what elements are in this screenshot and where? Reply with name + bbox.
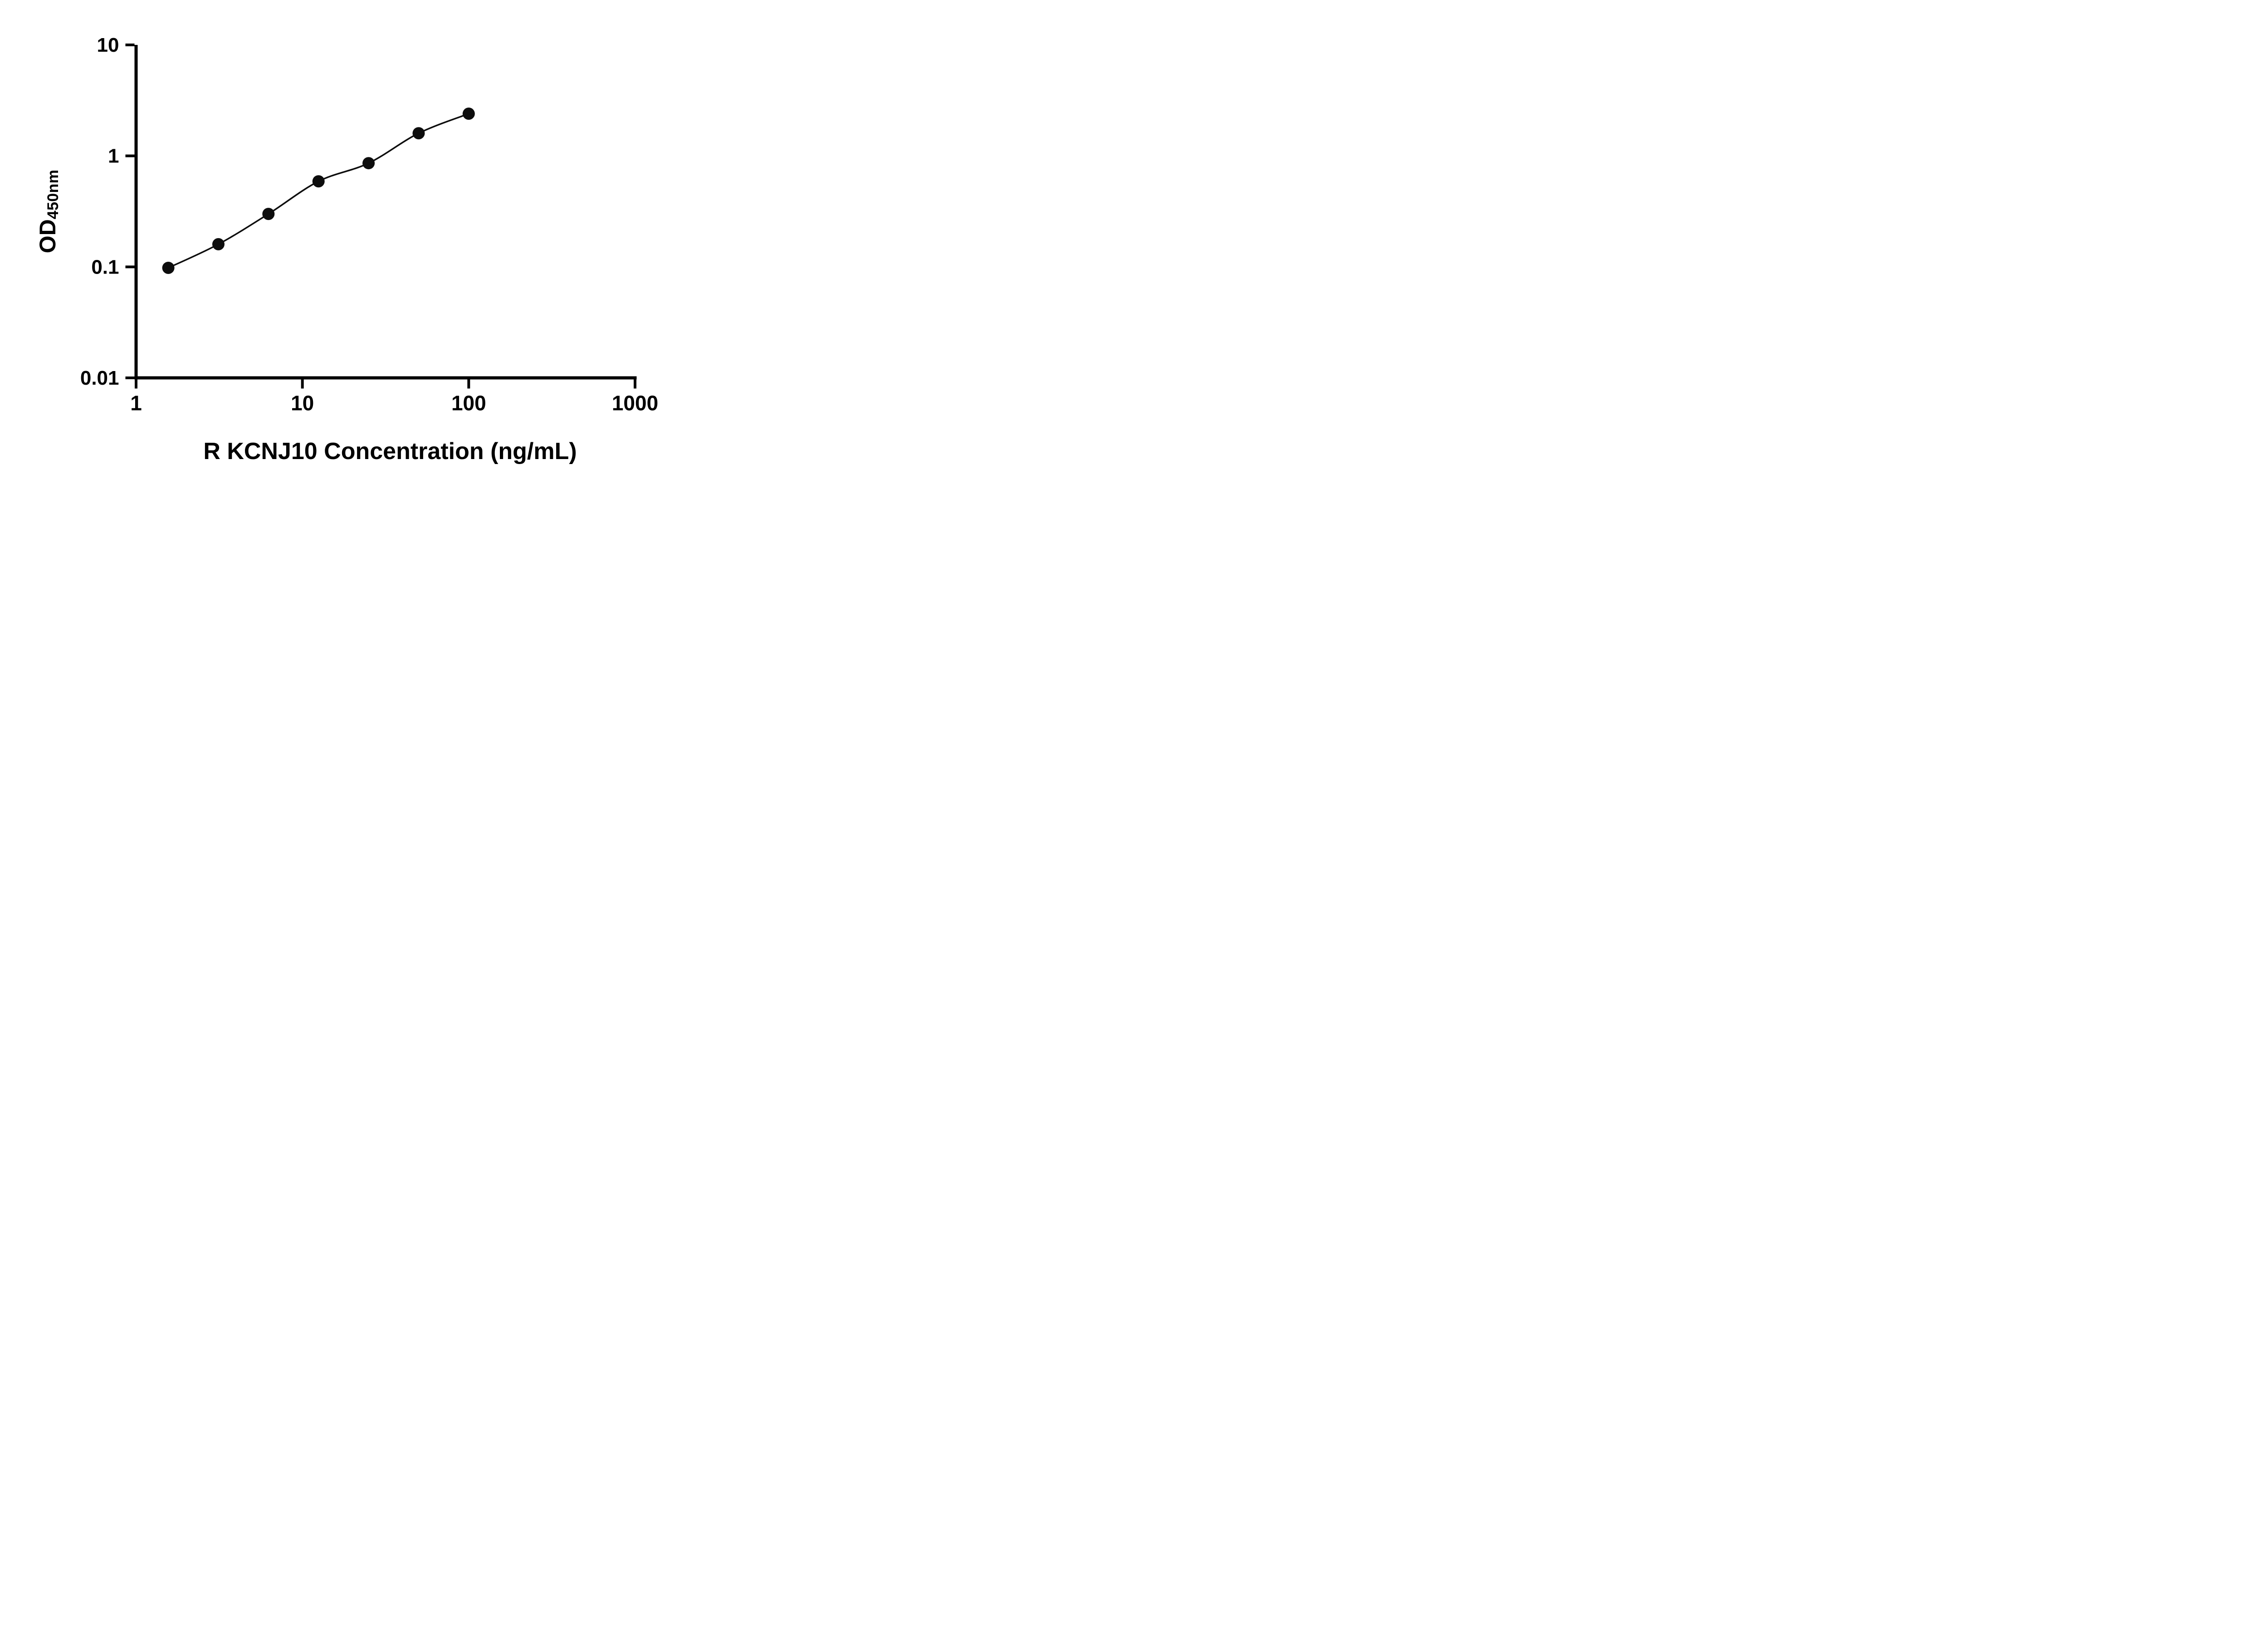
x-tick-label: 10 — [291, 391, 314, 415]
x-tick-label: 100 — [451, 391, 486, 415]
axes — [134, 45, 637, 380]
y-axis-title: OD450nm — [34, 169, 62, 254]
y-axis-title-subscript: 450nm — [44, 169, 62, 220]
data-point — [362, 157, 375, 170]
chart-canvas: 0.01 0.1 1 10 1 10 100 1000 OD450nm R KCNJ10 Co… — [0, 0, 699, 490]
data-point — [262, 208, 275, 220]
y-tick-label: 0.01 — [80, 367, 119, 389]
data-point — [212, 238, 225, 250]
chart-svg: 0.01 0.1 1 10 1 10 100 1000 — [80, 34, 658, 415]
y-tick-label: 1 — [108, 145, 119, 167]
y-tick-label: 0.1 — [91, 256, 119, 278]
x-tick-label: 1 — [130, 391, 142, 415]
data-point — [312, 175, 325, 188]
x-tick-label: 1000 — [612, 391, 658, 415]
y-tick-label: 10 — [97, 34, 119, 56]
data-point — [162, 261, 175, 274]
data-series — [162, 108, 475, 274]
tick-marks — [125, 44, 636, 389]
data-point — [412, 127, 425, 140]
y-axis-title-main: OD — [35, 219, 60, 254]
x-axis-title: R KCNJ10 Concentration (ng/mL) — [203, 438, 577, 464]
tick-labels: 0.01 0.1 1 10 1 10 100 1000 — [80, 34, 658, 415]
data-point — [462, 108, 475, 120]
